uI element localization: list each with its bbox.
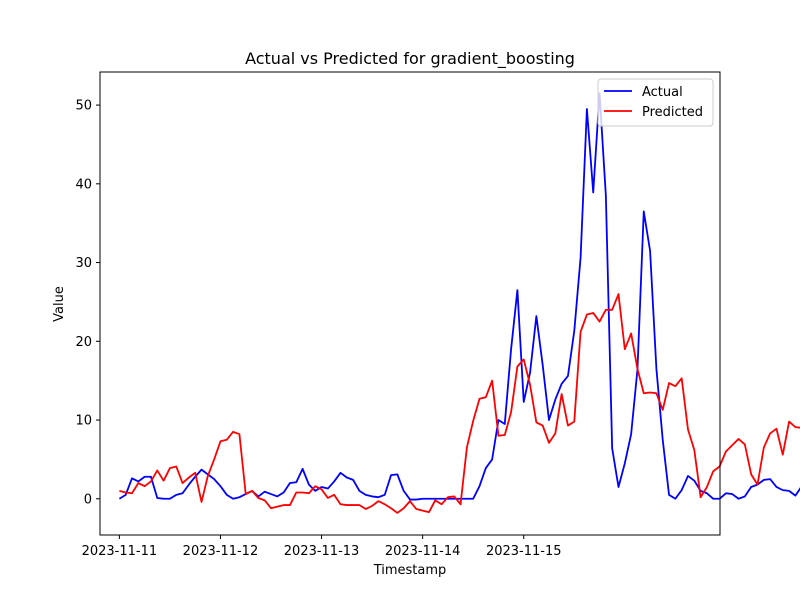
x-tick-label: 2023-11-13 <box>284 544 360 559</box>
legend-label-actual: Actual <box>642 85 683 100</box>
y-tick-label: 20 <box>75 335 92 350</box>
y-tick-label: 10 <box>75 414 92 429</box>
legend-label-predicted: Predicted <box>642 105 703 120</box>
y-tick-label: 30 <box>75 256 92 271</box>
y-tick-label: 0 <box>84 492 92 507</box>
legend: Actual Predicted <box>597 78 714 127</box>
chart-title: Actual vs Predicted for gradient_boostin… <box>245 49 575 69</box>
series-line-predicted <box>119 293 800 514</box>
y-axis-label: Value <box>52 286 67 322</box>
y-tick-label: 40 <box>75 177 92 192</box>
plot-frame <box>99 71 721 536</box>
x-axis-label: Timestamp <box>373 563 447 578</box>
x-tick-label: 2023-11-15 <box>486 544 562 559</box>
x-tick-label: 2023-11-12 <box>183 544 259 559</box>
x-tick-label: 2023-11-11 <box>82 544 158 559</box>
plot-area <box>118 92 800 514</box>
y-tick-label: 50 <box>75 99 92 114</box>
x-tick-label: 2023-11-14 <box>385 544 461 559</box>
axes: 0 10 20 30 40 50 2023-11-11 2023-11-12 2023-11-1… <box>75 99 561 559</box>
